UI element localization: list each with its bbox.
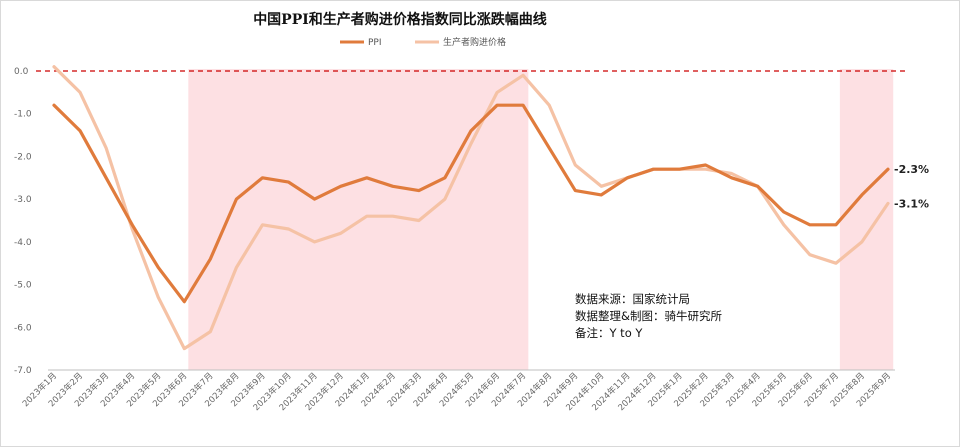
series-line-ppi	[52, 103, 890, 304]
shaded-region	[839, 69, 894, 370]
shaded-regions	[188, 69, 894, 370]
y-tick-label: -3.0	[14, 195, 32, 205]
y-axis: 0.0 -1.0 -2.0 -3.0 -4.0 -5.0 -6.0 -7.0	[14, 67, 895, 376]
note-source: 数据来源：国家统计局	[575, 292, 690, 306]
series-lines	[52, 65, 890, 351]
legend-label-ppi: PPI	[368, 38, 382, 48]
legend: PPI 生产者购进价格	[340, 36, 506, 48]
y-tick-label: -4.0	[14, 238, 32, 248]
y-tick-label: -5.0	[14, 281, 32, 291]
end-labels: -2.3% -3.1%	[894, 163, 929, 210]
end-label-purchase-price: -3.1%	[894, 197, 929, 210]
y-tick-label: -7.0	[14, 366, 32, 376]
legend-label-purchase-price: 生产者购进价格	[443, 36, 506, 48]
source-note: 数据来源：国家统计局 数据整理&制图：骑牛研究所 备注：Y to Y	[575, 292, 722, 340]
chart-title: 中国PPI和生产者购进价格指数同比涨跌幅曲线	[253, 11, 547, 28]
y-tick-label: 0.0	[14, 67, 29, 77]
end-label-ppi: -2.3%	[894, 163, 929, 176]
note-maker: 数据整理&制图：骑牛研究所	[575, 309, 722, 323]
y-tick-label: -2.0	[14, 152, 32, 162]
y-tick-label: -6.0	[14, 323, 32, 333]
y-tick-label: -1.0	[14, 110, 32, 120]
note-remark: 备注：Y to Y	[575, 326, 643, 340]
shaded-region	[188, 69, 529, 370]
